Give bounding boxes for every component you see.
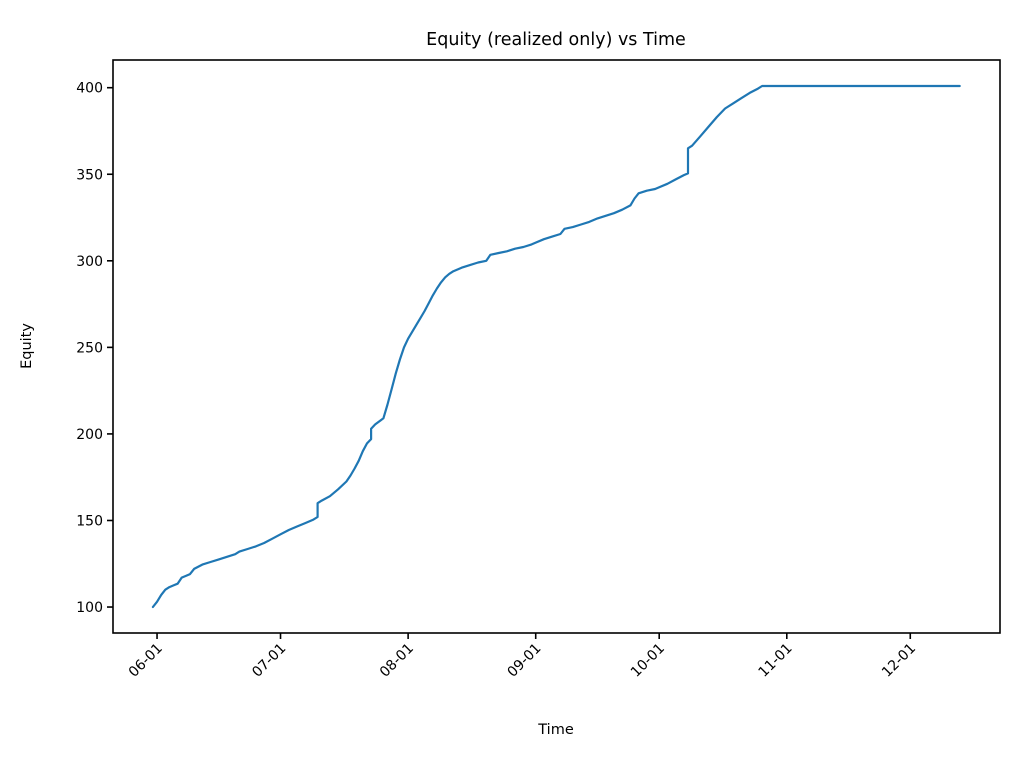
y-tick-label: 300 bbox=[76, 254, 103, 270]
y-tick-label: 100 bbox=[76, 600, 103, 616]
x-axis-label: Time bbox=[537, 722, 574, 738]
plot-border bbox=[112, 59, 1001, 634]
x-tick-label: 07-01 bbox=[249, 641, 289, 681]
x-tick-label: 12-01 bbox=[879, 641, 919, 681]
y-tick-label: 150 bbox=[76, 513, 103, 529]
x-tick-label: 06-01 bbox=[126, 641, 166, 681]
equity-series-line bbox=[151, 84, 961, 609]
y-tick-label: 200 bbox=[76, 427, 103, 443]
y-axis-label: Equity bbox=[19, 323, 35, 369]
x-tick-label: 08-01 bbox=[377, 641, 417, 681]
y-tick-label: 350 bbox=[76, 167, 103, 183]
x-tick-label: 09-01 bbox=[504, 641, 544, 681]
y-tick-label: 250 bbox=[76, 340, 103, 356]
x-tick-label: 10-01 bbox=[628, 641, 668, 681]
x-tick-label: 11-01 bbox=[756, 641, 796, 681]
chart-title: Equity (realized only) vs Time bbox=[426, 30, 686, 50]
y-tick-label: 400 bbox=[76, 81, 103, 97]
